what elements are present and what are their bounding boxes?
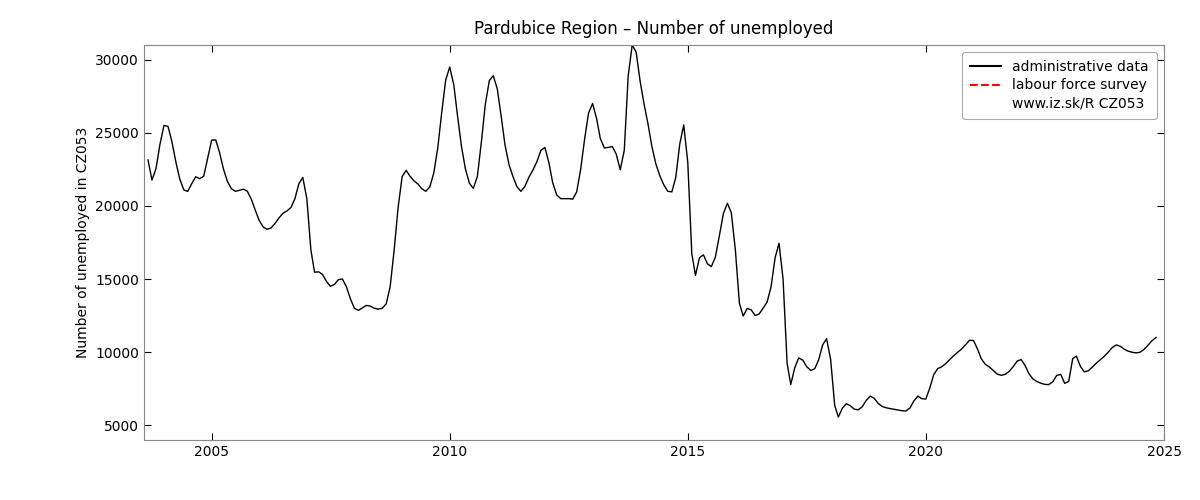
Title: Pardubice Region – Number of unemployed: Pardubice Region – Number of unemployed bbox=[474, 20, 834, 38]
Legend: administrative data, labour force survey, www.iz.sk/R CZ053: administrative data, labour force survey… bbox=[962, 52, 1157, 119]
Y-axis label: Number of unemployed in CZ053: Number of unemployed in CZ053 bbox=[76, 127, 90, 358]
